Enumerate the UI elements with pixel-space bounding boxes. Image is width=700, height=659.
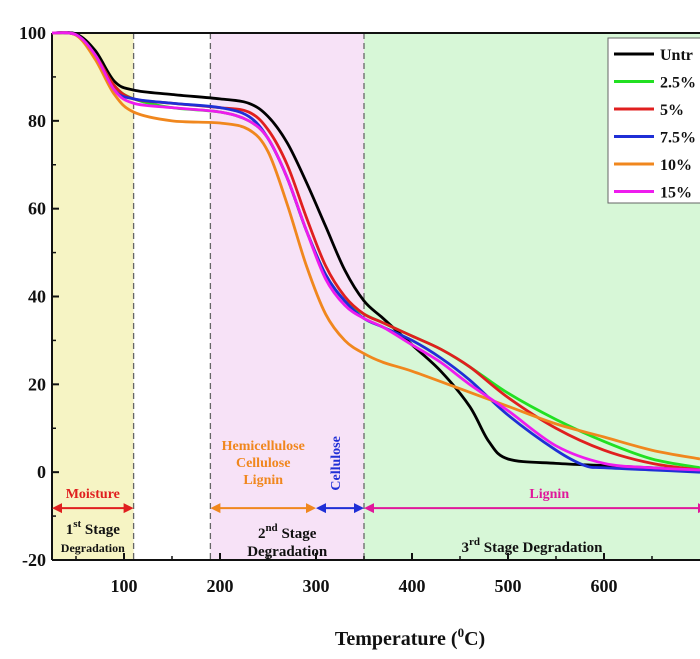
lignin-label: Lignin — [529, 487, 569, 502]
moisture-arrow-head-left — [52, 503, 62, 514]
stage-dividers — [132, 33, 365, 560]
x-tick-label: 200 — [207, 576, 234, 596]
stage3-label: 3rd Stage Degradation — [462, 536, 604, 556]
legend-label: 15% — [660, 185, 692, 202]
series-line-Untr — [51, 30, 700, 472]
legend-label: 10% — [660, 157, 692, 174]
hemicellulose-label-line: Hemicellulose — [222, 439, 305, 454]
stage-annotations: Moisture Hemicellulose Cellulose Lignin Cell… — [52, 436, 700, 560]
hemicellulose-arrow-head-right — [306, 503, 316, 514]
x-tick-label: 300 — [303, 576, 330, 596]
x-axis-title: Temperature (0C) — [335, 625, 485, 650]
series-line-15% — [51, 31, 700, 472]
axis-titles: Temperature (0C) — [335, 625, 485, 650]
cellulose-arrow-head-right — [354, 503, 364, 514]
series-line-10% — [51, 31, 700, 461]
stage2-label: 2nd Stage — [258, 522, 317, 542]
stage1-label: 1st Stage — [66, 518, 121, 538]
hemicellulose-label-line: Cellulose — [236, 456, 290, 471]
legend-label: 5% — [660, 102, 684, 119]
y-tick-label: -20 — [22, 550, 46, 570]
x-tick-label: 500 — [495, 576, 522, 596]
legend-box — [607, 37, 700, 204]
hemicellulose-arrow-head-left — [210, 503, 221, 514]
moisture-arrow-head-right — [123, 503, 134, 514]
x-tick-label: 600 — [591, 576, 618, 596]
stage2-label-line2: Degradation — [247, 544, 328, 560]
cellulose-label: Cellulose — [329, 436, 344, 490]
lignin-arrow-head-left — [364, 503, 374, 514]
legend: Untr 2.5% 5% 7.5% 10% 15% — [607, 37, 700, 204]
legend-label: 2.5% — [660, 75, 696, 92]
y-tick-label: 0 — [37, 462, 46, 482]
stage1-label-line2: Degradation — [61, 541, 125, 555]
moisture-label: Moisture — [66, 487, 120, 502]
legend-label: Untr — [660, 47, 693, 64]
cellulose-arrow-head-left — [316, 503, 326, 514]
legend-label: 7.5% — [660, 130, 696, 147]
y-tick-label: 60 — [28, 199, 46, 219]
x-tick-label: 100 — [111, 576, 138, 596]
stage-regions — [52, 33, 700, 560]
y-tick-label: 100 — [19, 23, 46, 43]
region-moisture — [52, 33, 134, 560]
series-line-7.5% — [51, 31, 700, 474]
y-tick-label: 40 — [28, 287, 46, 307]
series-curves — [51, 30, 700, 474]
y-tick-label: 80 — [28, 111, 46, 131]
x-tick-label: 400 — [399, 576, 426, 596]
hemicellulose-label-line: Lignin — [243, 473, 283, 488]
y-tick-label: 20 — [28, 374, 46, 394]
